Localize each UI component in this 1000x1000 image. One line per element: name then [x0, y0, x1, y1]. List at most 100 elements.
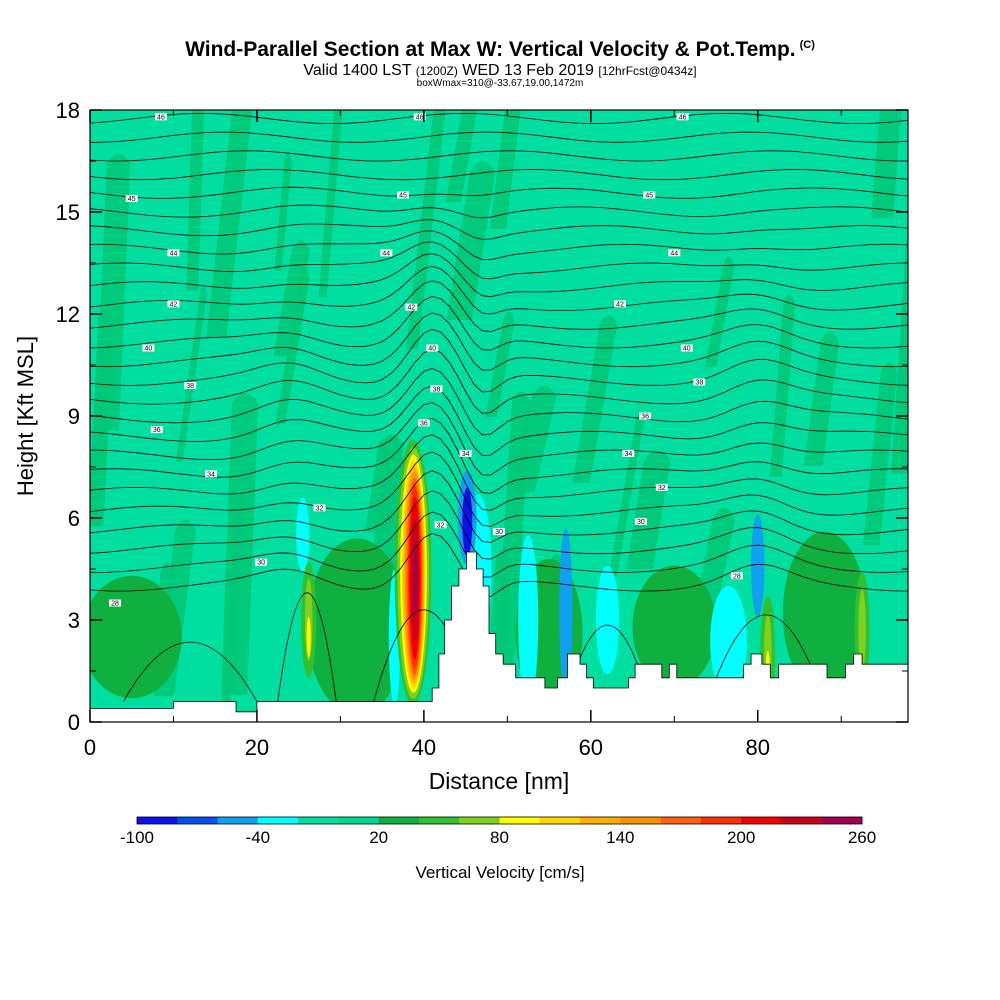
box-info: boxWmax=310@-33.67,19.00,1472m — [416, 78, 584, 89]
low-level-isentrope — [123, 641, 258, 702]
isentrope-line — [90, 490, 908, 560]
isentrope-label: 46 — [679, 114, 687, 121]
downdraft-zone — [518, 535, 539, 705]
isentrope-label-box — [205, 470, 218, 478]
isentrope-label-box — [693, 378, 706, 386]
isentrope-label-box — [730, 572, 743, 580]
colorbar-segment — [741, 817, 782, 824]
y-tick-label: 3 — [68, 608, 80, 633]
isentrope-label-box — [459, 449, 472, 457]
colorbar-segment — [217, 817, 259, 824]
isentrope-label-box — [313, 504, 326, 512]
isentrope-label: 45 — [399, 193, 407, 200]
weak-updraft-plume — [275, 267, 310, 425]
isentrope-label: 42 — [170, 301, 178, 308]
isentrope-label: 36 — [641, 414, 649, 421]
isentrope-labels: 46 46 46 45 45 45 44 44 44 42 42 42 40 40 40 38 38 38 36 36… — [109, 113, 743, 608]
weak-updraft-plume — [626, 450, 671, 570]
isentrope-label-box — [634, 517, 647, 525]
weak-updraft-plume — [220, 494, 246, 722]
isentrope-line — [90, 131, 908, 143]
weak-updraft-plume — [871, 110, 902, 218]
isentrope-line — [90, 265, 908, 315]
isentrope-line — [90, 417, 908, 494]
isentrope-label: 44 — [670, 250, 678, 257]
secondary-updraft-core — [306, 616, 311, 658]
weak-updraft-plume — [705, 256, 735, 367]
downdraft-zone — [710, 586, 747, 695]
colorbar-tick-label: 260 — [848, 828, 876, 847]
isentrope-label-box — [643, 191, 656, 199]
isentrope-label: 30 — [495, 529, 503, 536]
plot-area: 46 46 46 45 45 45 44 44 44 42 42 42 40 40 40 38 38 38 36 36… — [90, 110, 908, 722]
copyright-mark: (C) — [799, 39, 815, 51]
downdraft-zone — [296, 497, 310, 573]
x-axis-label: Distance [nm] — [429, 768, 570, 794]
colorbar-segment — [539, 817, 581, 824]
isentrope-label-box — [614, 300, 627, 308]
isentrope-label: 40 — [145, 346, 153, 353]
isentrope-label-box — [434, 521, 447, 529]
downdraft-zone — [751, 514, 765, 617]
isentrope-label: 28 — [733, 573, 741, 580]
weak-updraft-plume — [274, 151, 292, 271]
colorbar-segment — [499, 817, 541, 824]
weak-updraft-plume — [206, 110, 253, 338]
isentrope-label-box — [380, 249, 393, 257]
weak-updraft-plume — [273, 240, 310, 357]
isentrope-line — [90, 280, 908, 333]
colorbar-tick-label: 20 — [369, 828, 388, 847]
colorbar-tick-label: 140 — [606, 828, 634, 847]
isentrope-label: 30 — [637, 519, 645, 526]
weak-updraft-plume — [803, 331, 840, 466]
colorbar-segment — [781, 817, 823, 824]
isentrope-line — [90, 328, 908, 393]
secondary-updraft-mid — [858, 589, 866, 671]
isentrope-label-box — [167, 249, 180, 257]
isentrope-label-box — [430, 385, 443, 393]
isentrope-line — [90, 296, 908, 351]
isentrope-label-box — [405, 303, 418, 311]
isentrope-label: 34 — [207, 471, 215, 478]
colorbar-tick-label: 80 — [490, 828, 509, 847]
isentrope-label-box — [150, 426, 163, 434]
y-axis-label: Height [Kft MSL] — [13, 336, 38, 496]
isentrope-label: 46 — [157, 114, 165, 121]
isentrope-label: 44 — [382, 250, 390, 257]
y-tick-label: 6 — [68, 506, 80, 531]
x-tick-label: 40 — [412, 735, 436, 760]
x-tick-label: 20 — [245, 735, 269, 760]
isentrope-label-box — [184, 381, 197, 389]
isentrope-label: 34 — [462, 451, 470, 458]
isentrope-label-box — [622, 449, 635, 457]
weak-updraft-plume — [509, 385, 557, 493]
y-tick-label: 0 — [68, 710, 80, 735]
valid-date: WED 13 Feb 2019 — [462, 62, 594, 79]
colorbar-segment — [257, 817, 299, 824]
isentrope-label: 36 — [420, 420, 428, 427]
isentrope-label-box — [142, 344, 155, 352]
y-tick-label: 9 — [68, 404, 80, 429]
isentrope-line — [90, 470, 908, 543]
isentrope-label: 45 — [645, 193, 653, 200]
weak-updraft-plume — [490, 110, 521, 229]
chart-title: Wind-Parallel Section at Max W: Vertical… — [0, 38, 1000, 62]
terrain — [90, 551, 908, 722]
isentrope-line — [90, 169, 908, 181]
isentrope-label: 34 — [624, 451, 632, 458]
colorbar-segment — [700, 817, 742, 824]
isentrope-label: 30 — [257, 560, 265, 567]
colorbar-frame — [136, 816, 863, 825]
potential-temperature-isentropes — [90, 112, 908, 702]
isentrope-line — [90, 402, 908, 476]
isentrope-label-box — [255, 558, 268, 566]
isentrope-label: 45 — [128, 196, 136, 203]
isentrope-label: 44 — [170, 250, 178, 257]
isentrope-line — [90, 312, 908, 371]
weak-updraft-plume — [175, 285, 207, 462]
downdraft-zone — [595, 565, 620, 675]
isentrope-label: 46 — [416, 114, 424, 121]
y-tick-label: 12 — [56, 302, 80, 327]
isentrope-label: 32 — [658, 485, 666, 492]
isentrope-label: 38 — [186, 383, 194, 390]
